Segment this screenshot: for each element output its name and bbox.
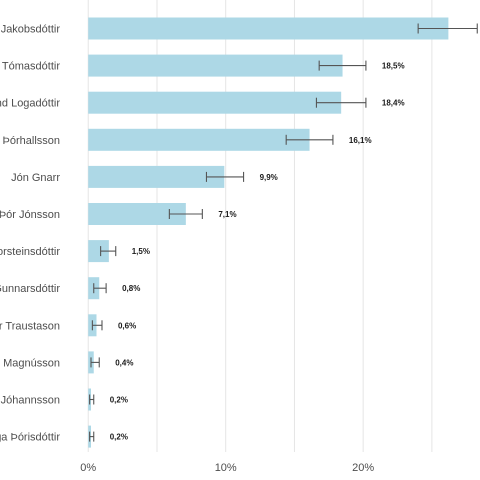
x-tick-label: 20% xyxy=(352,462,374,474)
data-label: 7,1% xyxy=(218,210,236,219)
category-label: Tómasdóttir xyxy=(2,61,60,73)
error-bar xyxy=(89,431,95,442)
data-label: 0,2% xyxy=(110,433,128,442)
bar xyxy=(88,128,310,151)
data-label: 0,6% xyxy=(118,321,136,330)
bar xyxy=(88,17,449,40)
bar xyxy=(88,91,342,114)
category-label: r Þórhallsson xyxy=(0,135,60,147)
bar xyxy=(88,240,109,263)
category-label: ga Þórisdóttir xyxy=(0,432,60,444)
data-label: 18,4% xyxy=(382,99,405,108)
data-label: 0,4% xyxy=(115,358,133,367)
error-bar xyxy=(417,23,478,34)
error-bar xyxy=(91,320,103,331)
category-label: orsteinsdóttir xyxy=(0,246,60,258)
category-label: Þór Jónsson xyxy=(0,209,60,221)
bar xyxy=(88,165,225,188)
error-bar xyxy=(90,357,100,368)
bar xyxy=(88,54,343,77)
x-tick-label: 0% xyxy=(80,462,96,474)
bar xyxy=(88,203,186,225)
x-tick-label: 10% xyxy=(215,462,237,474)
category-label: Jakobsdóttir xyxy=(1,24,61,36)
data-label: 0,2% xyxy=(110,396,128,405)
category-label: r Magnússon xyxy=(0,357,60,369)
category-label: r Traustason xyxy=(0,320,60,332)
data-label: 1,5% xyxy=(132,247,150,256)
data-label: 9,9% xyxy=(260,173,278,182)
label-layer: 0% 10% 20% Jakobsdóttir Tómasdóttir 18,5% nd L… xyxy=(0,24,405,475)
error-bar-layer xyxy=(89,23,478,442)
error-bar xyxy=(285,134,334,145)
data-label: 16,1% xyxy=(349,136,372,145)
error-bar xyxy=(100,246,117,257)
category-label: Jóhannsson xyxy=(1,395,60,407)
category-label: nd Logadóttir xyxy=(0,98,60,110)
error-bar xyxy=(205,171,245,182)
error-bar xyxy=(168,209,203,219)
error-bar xyxy=(315,97,367,108)
error-bar xyxy=(318,60,367,71)
data-label: 18,5% xyxy=(382,62,405,71)
category-label: Jón Gnarr xyxy=(11,172,60,184)
category-label: Gunnarsdóttir xyxy=(0,283,60,295)
error-bar xyxy=(89,394,95,405)
bar-layer xyxy=(88,17,449,448)
error-bar xyxy=(93,283,107,294)
data-label: 0,8% xyxy=(122,284,140,293)
